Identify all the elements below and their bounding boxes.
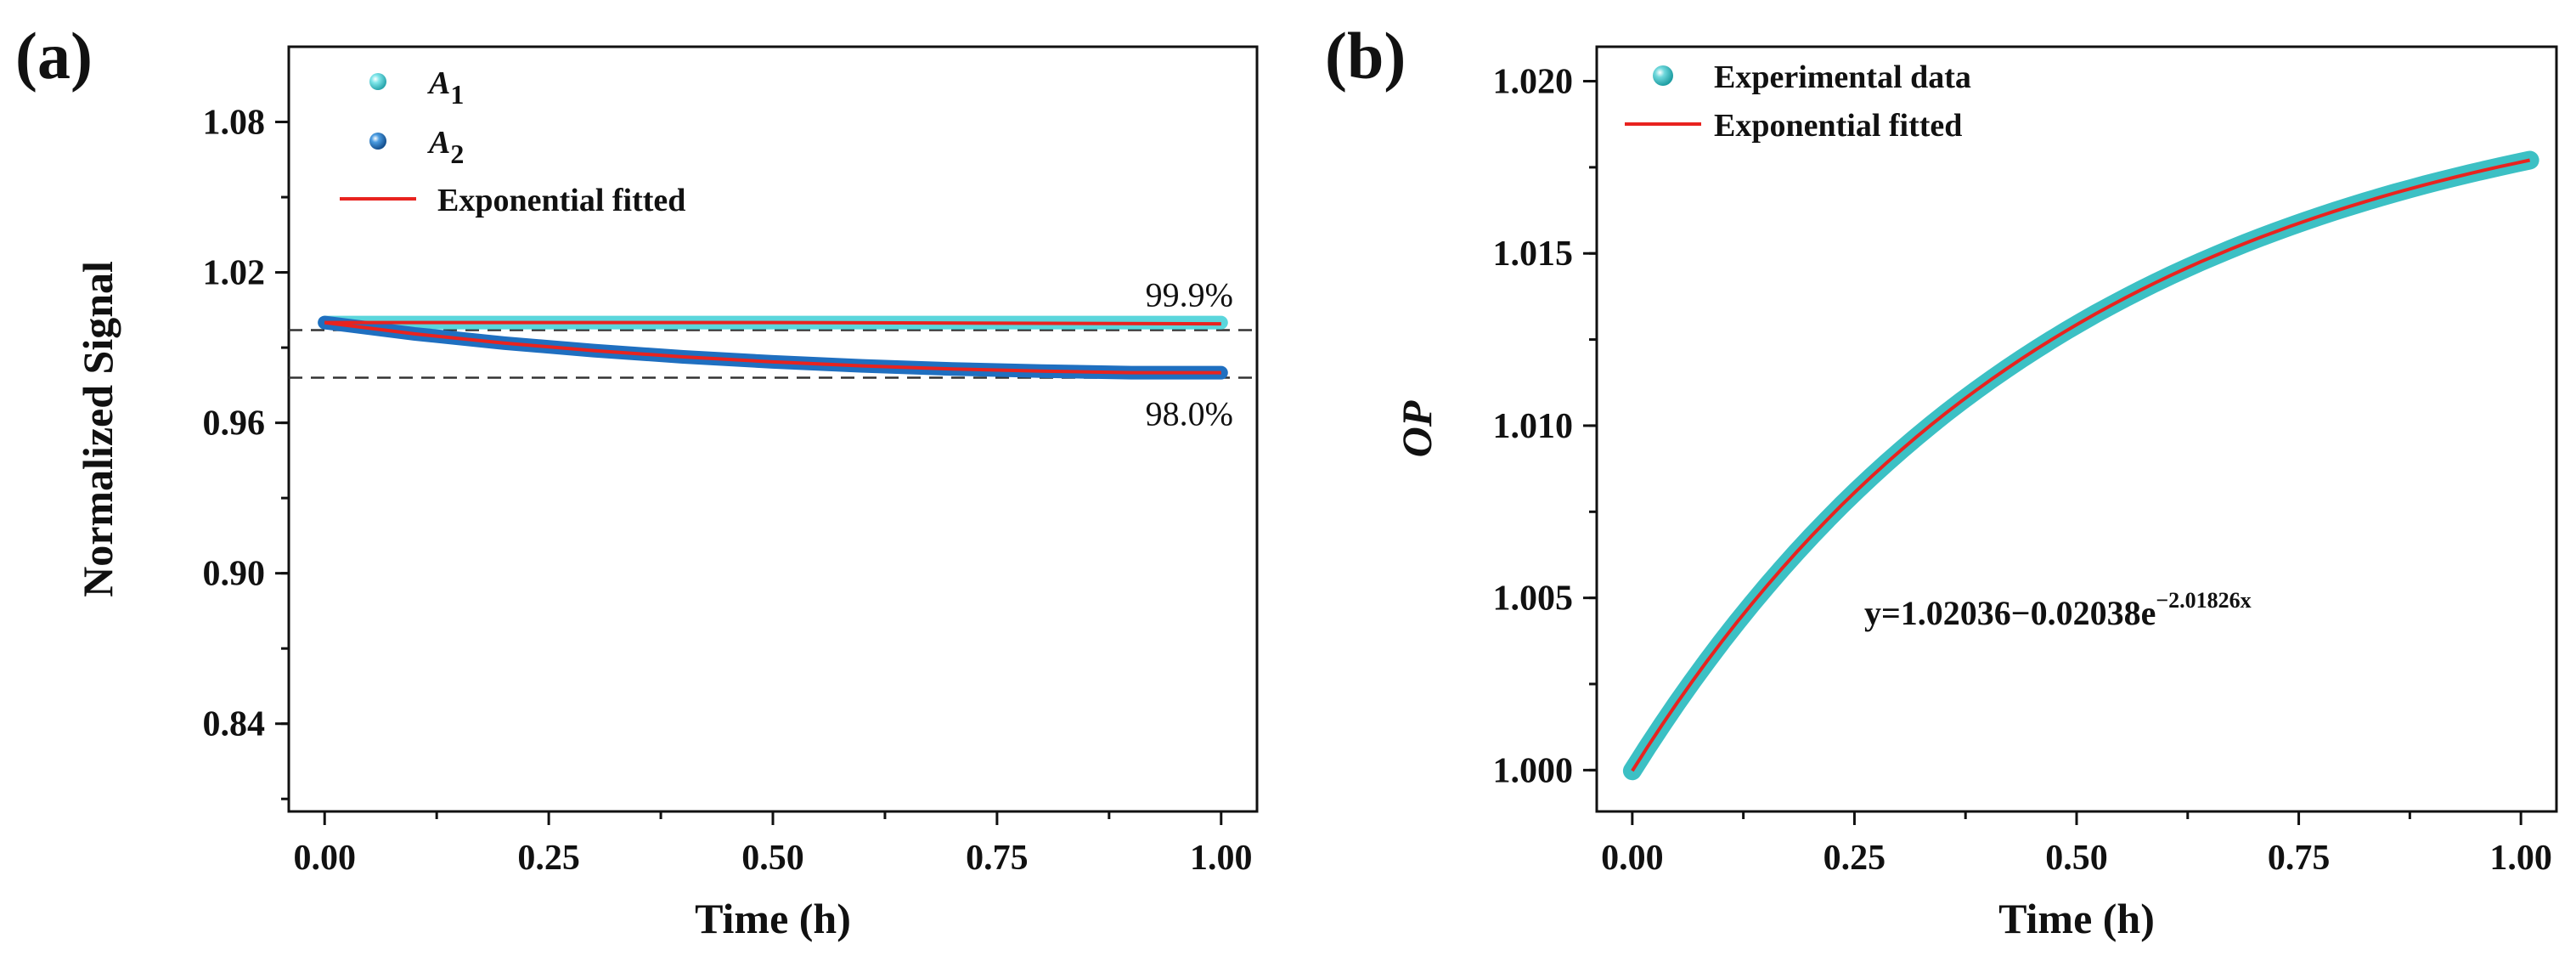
- x-tick-label: 0.00: [1601, 839, 1664, 878]
- y-tick-label: 0.96: [203, 404, 266, 444]
- y-tick-label: 1.015: [1493, 235, 1574, 274]
- y-tick-label: 1.000: [1493, 751, 1574, 790]
- y-axis-title: OP: [1393, 400, 1440, 457]
- x-tick-label: 0.25: [517, 839, 580, 878]
- legend-marker-a1: [369, 73, 386, 90]
- panel-a: (a) 0.00 0.25 0.50 0.75 1.00 0.84 0.90 0.96 1.02 1…: [15, 19, 1259, 942]
- legend-label-experimental: Experimental data: [1714, 59, 1971, 95]
- fit-equation: y=1.02036−0.02038e−2.01826x: [1864, 588, 2252, 632]
- legend-label-a1: A1: [427, 65, 464, 110]
- y-tick-label: 1.020: [1493, 63, 1574, 102]
- y-tick-label: 1.02: [203, 254, 266, 293]
- x-tick-label: 0.00: [293, 839, 356, 878]
- panel-letter: (a): [15, 19, 93, 93]
- y-tick-label: 0.90: [203, 555, 266, 594]
- reference-label: 99.9%: [1146, 275, 1233, 314]
- x-tick-label: 1.00: [1190, 839, 1253, 878]
- y-tick-label: 1.08: [203, 104, 266, 143]
- y-tick-label: 0.84: [203, 705, 266, 744]
- reference-label: 98.0%: [1146, 395, 1233, 433]
- plot-frame: [1595, 45, 2558, 813]
- panel-b: (b) 0.00 0.25 0.50 0.75 1.00 1.000 1.005 1.010 1.…: [1325, 19, 2558, 942]
- y-tick-label: 1.005: [1493, 579, 1574, 619]
- y-axis-title: Normalized Signal: [74, 261, 121, 597]
- x-tick-label: 1.00: [2489, 839, 2552, 878]
- x-tick-label: 0.50: [2045, 839, 2108, 878]
- legend-label-fit: Exponential fitted: [437, 183, 685, 218]
- x-tick-label: 0.25: [1823, 839, 1886, 878]
- panel-letter: (b): [1325, 19, 1406, 93]
- series-experimental: [1622, 150, 2539, 781]
- plot-frame: [287, 45, 1259, 813]
- x-axis-title: Time (h): [695, 895, 851, 942]
- fit-line: [324, 320, 1221, 326]
- legend-marker-experimental: [1653, 65, 1673, 86]
- fit-line: [1631, 158, 2531, 772]
- fit-line: [324, 320, 1221, 375]
- legend-marker-a2: [369, 133, 386, 150]
- x-tick-label: 0.75: [966, 839, 1029, 878]
- legend-label-fit: Exponential fitted: [1714, 108, 1962, 144]
- x-tick-label: 0.75: [2268, 839, 2331, 878]
- y-tick-label: 1.010: [1493, 407, 1574, 446]
- x-axis-title: Time (h): [1998, 895, 2155, 942]
- x-tick-label: 0.50: [741, 839, 804, 878]
- legend-label-a2: A2: [427, 125, 464, 169]
